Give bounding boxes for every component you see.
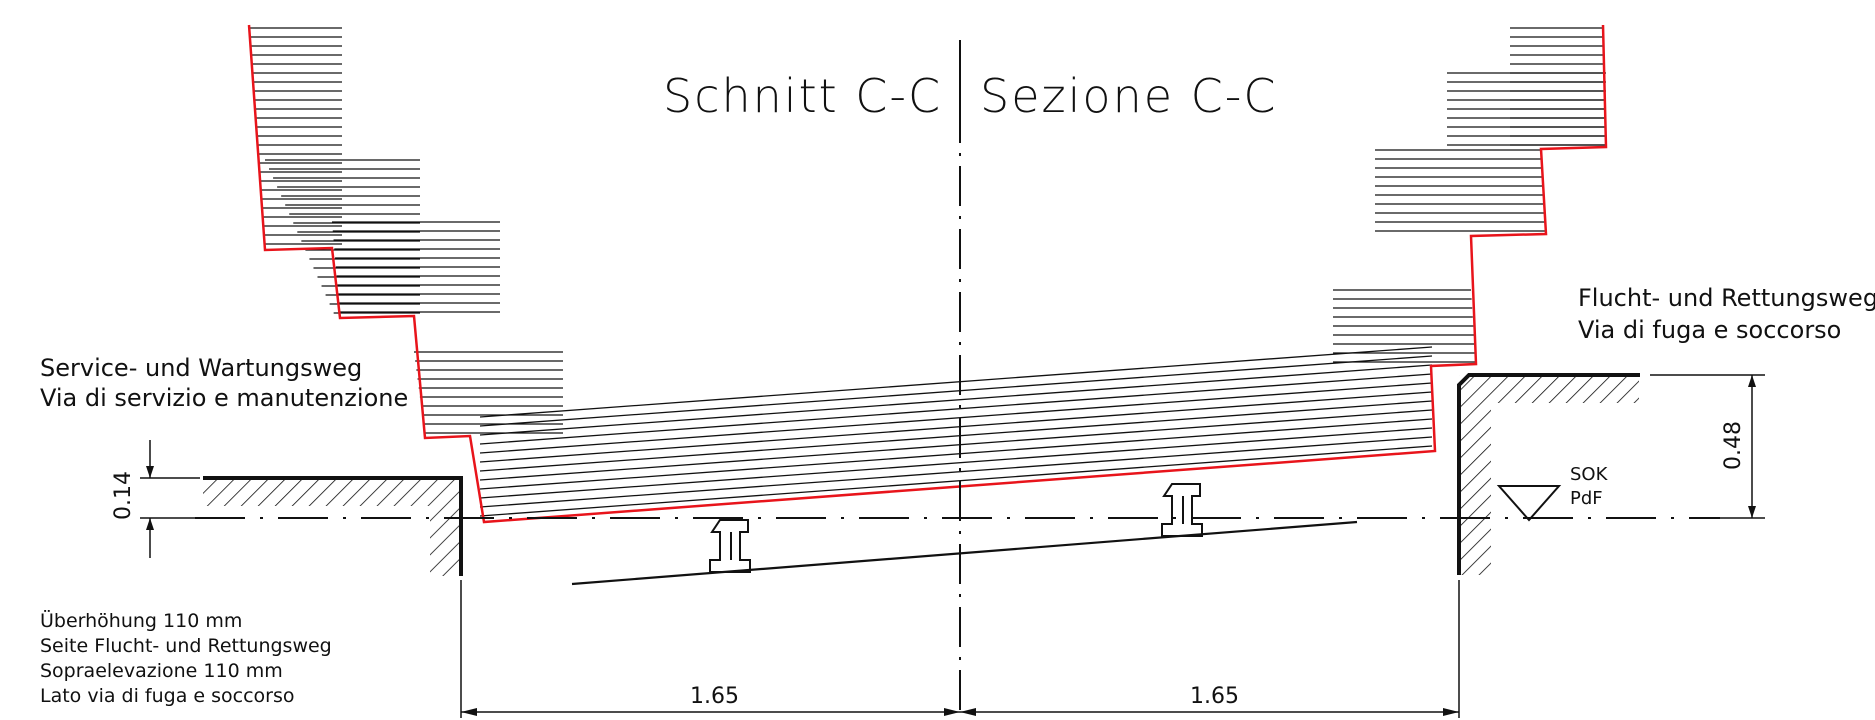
left-walkway-label-it: Via di servizio e manutenzione bbox=[40, 384, 408, 412]
rail-left bbox=[709, 519, 751, 573]
dim-bottom: 1.65 1.65 bbox=[460, 580, 1460, 718]
dim-right-height-value: 0.48 bbox=[1721, 421, 1746, 470]
sleeper-line bbox=[571, 520, 1358, 586]
right-walkway-label-it: Via di fuga e soccorso bbox=[1578, 316, 1841, 344]
rail-right bbox=[1161, 483, 1203, 537]
title-left: Schnitt C-C bbox=[663, 69, 942, 123]
level-marker: SOK PdF bbox=[1496, 464, 1609, 522]
right-walkway bbox=[1457, 373, 1640, 575]
title-right: Sezione C-C bbox=[980, 69, 1277, 123]
dim-left-height: 0.14 bbox=[111, 440, 200, 558]
left-walkway-label-de: Service- und Wartungsweg bbox=[40, 354, 362, 382]
right-walkway-label-de: Flucht- und Rettungsweg bbox=[1578, 284, 1875, 312]
dim-left-height-value: 0.14 bbox=[111, 471, 136, 520]
dim-right-height: 0.48 bbox=[1650, 374, 1765, 519]
note-line-1: Überhöhung 110 mm bbox=[40, 609, 242, 632]
dim-bottom-left-value: 1.65 bbox=[690, 684, 739, 709]
note-line-3: Sopraelevazione 110 mm bbox=[40, 660, 283, 682]
note-line-2: Seite Flucht- und Rettungsweg bbox=[40, 635, 332, 657]
level-marker-sok: SOK bbox=[1570, 464, 1609, 485]
level-marker-pdf: PdF bbox=[1570, 488, 1603, 509]
dim-bottom-right-value: 1.65 bbox=[1190, 684, 1239, 709]
note-line-4: Lato via di fuga e soccorso bbox=[40, 685, 295, 707]
tunnel-lining-hatch bbox=[249, 27, 1606, 517]
left-walkway bbox=[203, 476, 463, 576]
